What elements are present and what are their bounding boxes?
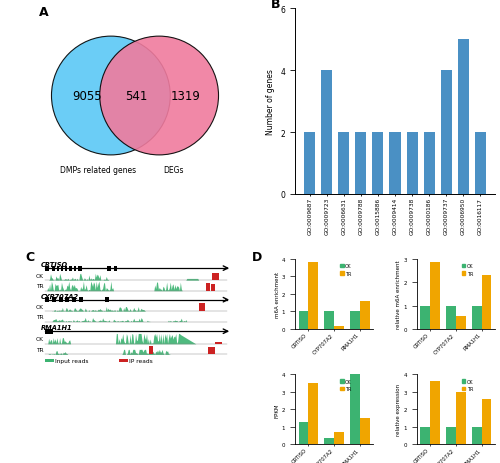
Bar	[78, 266, 82, 271]
Bar	[119, 359, 128, 362]
Bar	[420, 427, 430, 444]
Text: D: D	[252, 250, 262, 263]
Ellipse shape	[100, 37, 218, 156]
Y-axis label: FPKM: FPKM	[274, 402, 280, 417]
Bar	[350, 312, 360, 329]
Bar	[74, 266, 76, 271]
Y-axis label: relative m6A enrichment: relative m6A enrichment	[396, 260, 402, 328]
Bar	[321, 71, 332, 194]
Bar	[298, 312, 308, 329]
Y-axis label: m6A enrichment: m6A enrichment	[274, 271, 280, 317]
Text: 541: 541	[124, 90, 147, 103]
Bar	[430, 382, 440, 444]
Text: A: A	[38, 6, 48, 19]
Ellipse shape	[52, 37, 171, 156]
Bar	[356, 133, 366, 194]
Bar	[65, 266, 68, 271]
Bar	[338, 133, 349, 194]
Legend: CK, TR: CK, TR	[338, 377, 353, 393]
Text: DMPs related genes: DMPs related genes	[60, 166, 136, 175]
Text: RMA1H1: RMA1H1	[41, 325, 72, 331]
Bar	[458, 40, 469, 194]
Bar	[482, 399, 492, 444]
Bar	[107, 266, 112, 271]
Bar	[472, 427, 482, 444]
Bar	[324, 312, 334, 329]
Bar	[446, 306, 456, 329]
Bar	[372, 133, 384, 194]
Bar	[360, 418, 370, 444]
Bar	[58, 266, 59, 271]
Text: C: C	[25, 250, 34, 263]
Bar	[45, 298, 50, 302]
Bar	[308, 263, 318, 329]
Bar	[45, 329, 53, 334]
Bar	[70, 266, 72, 271]
Bar	[482, 275, 492, 329]
Text: DEGs: DEGs	[164, 166, 184, 175]
Text: CK: CK	[36, 304, 44, 309]
Bar	[350, 375, 360, 444]
Bar	[420, 306, 430, 329]
Bar	[360, 301, 370, 329]
Bar	[114, 266, 117, 271]
Text: B: B	[271, 0, 280, 11]
Text: CK: CK	[36, 273, 44, 278]
Bar	[212, 285, 215, 291]
Bar	[58, 298, 62, 302]
Bar	[304, 133, 315, 194]
Bar	[472, 306, 482, 329]
Bar	[208, 348, 215, 355]
Text: IP reads: IP reads	[130, 358, 153, 363]
Bar	[45, 359, 54, 362]
Bar	[215, 342, 222, 344]
Bar	[406, 133, 418, 194]
Bar	[440, 71, 452, 194]
Bar	[212, 273, 219, 281]
Text: Input reads: Input reads	[56, 358, 89, 363]
Text: CRTISO: CRTISO	[41, 262, 68, 268]
Bar	[308, 383, 318, 444]
Bar	[390, 133, 400, 194]
Bar	[430, 263, 440, 329]
Bar	[334, 326, 344, 329]
Bar	[334, 432, 344, 444]
Text: TR: TR	[36, 348, 44, 352]
Bar	[456, 392, 466, 444]
Bar	[72, 298, 76, 302]
Bar	[475, 133, 486, 194]
Bar	[424, 133, 434, 194]
Text: 1319: 1319	[170, 90, 200, 103]
Text: TR: TR	[36, 315, 44, 320]
Bar	[79, 298, 83, 302]
Bar	[149, 346, 154, 355]
Legend: CK, TR: CK, TR	[460, 377, 475, 393]
Bar	[298, 422, 308, 444]
Legend: CK, TR: CK, TR	[338, 262, 353, 278]
Bar	[456, 316, 466, 329]
Bar	[52, 266, 56, 271]
Text: TR: TR	[36, 284, 44, 289]
Y-axis label: relative expression: relative expression	[396, 383, 402, 436]
Text: CK: CK	[36, 337, 44, 341]
Bar	[66, 298, 70, 302]
Legend: CK, TR: CK, TR	[460, 262, 475, 278]
Bar	[446, 427, 456, 444]
Bar	[45, 266, 50, 271]
Y-axis label: Number of genes: Number of genes	[266, 69, 275, 135]
Text: 9055: 9055	[72, 90, 102, 103]
Bar	[105, 298, 109, 302]
Text: CYP707A2: CYP707A2	[41, 293, 79, 299]
Bar	[61, 266, 64, 271]
Bar	[324, 438, 334, 444]
Bar	[206, 283, 210, 291]
Bar	[199, 304, 204, 312]
Bar	[52, 298, 56, 302]
